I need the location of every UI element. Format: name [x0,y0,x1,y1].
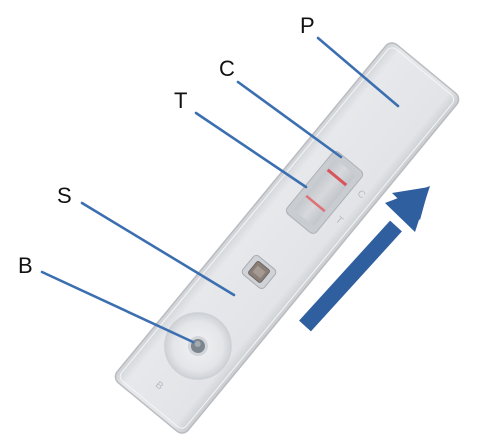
flow-arrow-head-fill [385,186,430,232]
label-c: C [219,56,235,81]
cassette-body [114,42,460,434]
leader-line-c [236,80,343,159]
leader-line-s [80,201,236,297]
control-line [326,168,348,187]
test-cassette: C T B [114,42,460,434]
sample-well-pad [253,266,266,278]
label-s: S [57,183,72,208]
leader-lines [40,36,400,344]
buffer-port-highlight [194,340,201,347]
label-t: T [174,88,187,113]
test-line [305,194,326,213]
cassette-edge-highlight [119,47,455,429]
leader-line-b [40,270,195,344]
leader-line-t [194,111,308,189]
window-mark-t: T [333,214,345,226]
leader-line-p [316,36,400,108]
label-b: B [18,253,33,278]
label-p: P [300,13,315,38]
arrow-up-right-icon [299,186,430,332]
flow-arrow-shaft [299,220,402,332]
result-window [294,159,355,225]
